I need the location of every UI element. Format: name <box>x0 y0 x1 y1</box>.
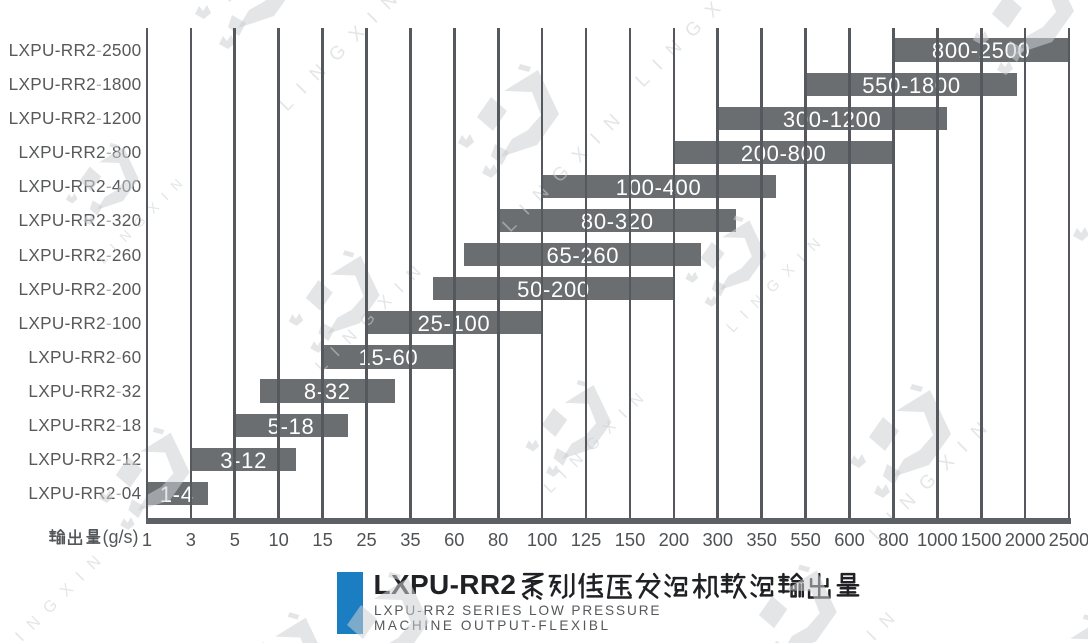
svg-text:LINGXIN: LINGXIN <box>723 228 831 336</box>
svg-text:LINGXIN: LINGXIN <box>0 544 113 643</box>
svg-text:LINGXIN: LINGXIN <box>632 0 767 92</box>
svg-text:LINGXIN: LINGXIN <box>276 0 411 116</box>
svg-text:LINGXIN: LINGXIN <box>540 381 655 496</box>
